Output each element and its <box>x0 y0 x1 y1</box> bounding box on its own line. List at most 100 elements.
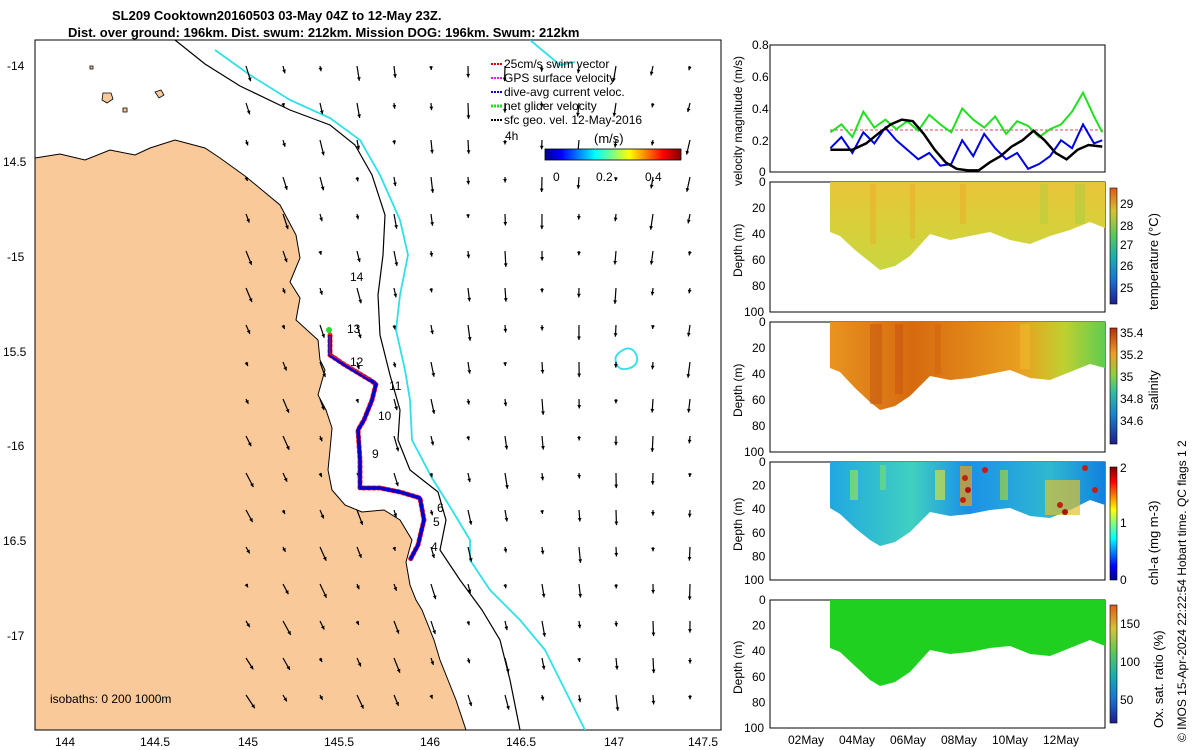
velocity-arrowhead <box>503 221 508 226</box>
velocity-arrowhead <box>504 626 509 631</box>
temp-ctick-29: 29 <box>1120 197 1134 211</box>
velocity-arrowhead <box>395 701 399 706</box>
velocity-series-0 <box>829 90 1104 139</box>
velocity-arrowhead <box>687 66 692 71</box>
map-ytick-14-5: 14.5 <box>3 155 27 169</box>
temp-ctick-28: 28 <box>1120 219 1134 233</box>
colorbar-tick-0: 0 <box>553 170 560 184</box>
velocity-arrowhead <box>392 104 397 109</box>
temp-ctick-25: 25 <box>1120 281 1134 295</box>
velocity-arrowhead <box>430 661 435 665</box>
velocity-arrowhead <box>358 553 362 558</box>
track-label-13: 13 <box>347 322 361 336</box>
velocity-arrowhead <box>249 518 253 523</box>
velocity-arrowhead <box>356 585 360 590</box>
velocity-arrowhead <box>281 510 286 515</box>
colorbar-tick-04: 0.4 <box>645 170 662 184</box>
velocity-arrowhead <box>283 366 287 371</box>
velocity-arrowhead <box>613 217 618 222</box>
velocity-arrowhead <box>614 177 618 181</box>
depth-label: Depth (m) <box>731 224 745 277</box>
velocity-arrowhead <box>578 593 583 598</box>
velocity-arrowhead <box>355 398 359 403</box>
velocity-arrowhead <box>612 77 616 82</box>
velocity-arrowhead <box>393 293 398 298</box>
velocity-arrowhead <box>467 478 472 483</box>
velocity-arrowhead <box>356 77 361 81</box>
velocity-arrowhead <box>360 704 364 709</box>
velocity-arrowhead <box>250 483 254 488</box>
velocity-arrowhead <box>394 224 398 229</box>
velocity-arrowhead <box>356 365 360 370</box>
oxygen-section <box>830 600 1105 686</box>
sal-ctick-35: 35 <box>1120 370 1134 384</box>
velocity-arrowhead <box>576 185 581 189</box>
velocity-arrowhead <box>249 665 254 670</box>
velocity-arrowhead <box>650 103 655 108</box>
velocity-arrowhead <box>649 225 654 230</box>
salinity-stripes <box>870 324 1030 404</box>
velocity-arrowhead <box>429 252 434 257</box>
velocity-arrowhead <box>650 448 655 452</box>
map-ytick-16: -16 <box>7 439 25 453</box>
ox-ctick-100: 100 <box>1120 655 1140 669</box>
velocity-arrowhead <box>466 150 471 154</box>
velocity-arrowhead <box>321 333 325 338</box>
isobath-1000m <box>214 49 586 730</box>
velocity-arrowhead <box>539 145 544 150</box>
velocity-arrowhead <box>321 406 325 411</box>
vel-ytick-0: 0 <box>759 165 766 179</box>
velocity-arrowhead <box>430 330 434 335</box>
velocity-arrowhead <box>359 520 364 525</box>
velocity-arrowhead <box>504 445 509 450</box>
depth-tick: 100 <box>744 445 764 459</box>
map-xtick-147-5: 147.5 <box>688 735 718 749</box>
velocity-arrowhead <box>246 623 250 628</box>
ox-ctick-50: 50 <box>1120 693 1134 707</box>
depth-label: Depth (m) <box>731 498 745 551</box>
chla-colorbar <box>1109 466 1118 581</box>
depth-tick: 0 <box>759 315 766 329</box>
chla-panel: 2 1 0 chl-a (mg m-3) <box>769 461 1161 587</box>
depth-tick: 60 <box>752 393 766 407</box>
map-xtick-145: 145 <box>238 735 258 749</box>
ox-ctick-150: 150 <box>1120 617 1140 631</box>
velocity-panel: 0.8 0.6 0.4 0.2 0 velocity magnitude (m/… <box>731 38 1106 186</box>
velocity-arrowhead <box>392 546 396 551</box>
velocity-arrowhead <box>431 372 436 377</box>
velocity-arrowhead <box>396 668 401 673</box>
velocity-arrowhead <box>577 698 582 703</box>
time-tick-02may: 02May <box>788 733 824 747</box>
depth-tick: 60 <box>752 253 766 267</box>
velocity-arrowhead <box>432 630 436 635</box>
depth-tick: 0 <box>759 175 766 189</box>
velocity-arrowhead <box>577 373 582 378</box>
velocity-arrowhead <box>466 659 471 664</box>
velocity-arrowhead <box>429 288 434 293</box>
map-ytick-15-5: 15.5 <box>3 345 27 359</box>
colorbar-units: (m/s) <box>594 131 624 146</box>
velocity-arrowhead <box>467 337 472 341</box>
depth-tick: 100 <box>744 573 764 587</box>
velocity-arrowhead <box>467 297 472 302</box>
oxygen-colorbar <box>1109 604 1118 724</box>
velocity-arrowhead <box>283 697 287 702</box>
velocity-arrowhead <box>502 77 507 82</box>
depth-tick: 20 <box>752 201 766 215</box>
velocity-arrowhead <box>540 550 545 555</box>
map-x-axis: 144 144.5 145 145.5 146 146.5 147 147.5 <box>55 735 718 749</box>
temperature-section <box>830 182 1105 270</box>
temperature-panel: 29 28 27 26 25 temperature (°C) <box>769 181 1161 313</box>
velocity-arrowhead <box>577 658 581 662</box>
velocity-arrowhead <box>687 629 692 633</box>
sal-ctick-354: 35.4 <box>1120 326 1144 340</box>
velocity-arrowhead <box>540 326 544 331</box>
salinity-section <box>830 322 1105 410</box>
depth-tick: 40 <box>752 367 766 381</box>
velocity-arrowhead <box>577 336 581 341</box>
velocity-arrowhead <box>393 586 398 591</box>
velocity-arrowhead <box>357 258 361 263</box>
chla-ctick-2: 2 <box>1120 461 1127 475</box>
velocity-arrowhead <box>576 69 581 74</box>
track-label-6: 6 <box>437 501 444 515</box>
